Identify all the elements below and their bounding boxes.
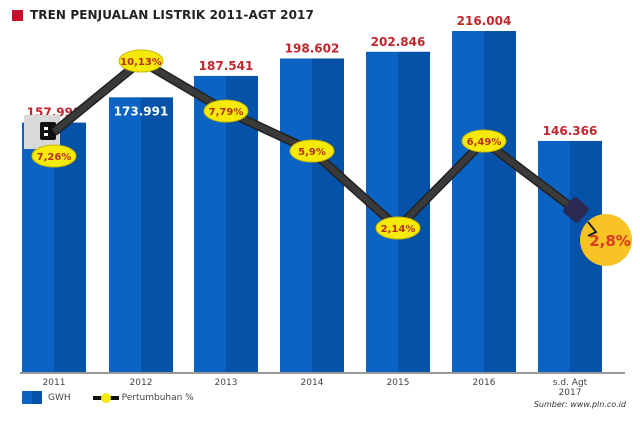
- bar-value-label: 198.602: [285, 41, 340, 55]
- x-tick-label: s.d. Agt: [553, 378, 588, 388]
- source-note: Sumber: www.pln.co.id: [533, 400, 626, 409]
- legend-label-growth: Pertumbuhan %: [121, 392, 194, 403]
- x-tick-label: 2015: [387, 378, 410, 388]
- svg-text:7,79%: 7,79%: [209, 107, 244, 118]
- legend-label-gwh: GWH: [48, 392, 71, 403]
- line-swatch-icon: [92, 392, 119, 404]
- svg-text:5,9%: 5,9%: [298, 147, 326, 158]
- growth-badge: 7,26%: [31, 144, 77, 168]
- bar-2016: 216.004: [452, 14, 516, 372]
- bar-value-label: 187.541: [199, 59, 254, 73]
- legend-item-growth: Pertumbuhan %: [92, 392, 194, 404]
- legend: GWH Pertumbuhan %: [22, 391, 216, 404]
- growth-badge: 7,79%: [203, 99, 249, 123]
- x-tick-label: 2017: [559, 388, 582, 398]
- growth-badge: 2,14%: [375, 216, 421, 240]
- svg-text:7,26%: 7,26%: [37, 152, 72, 163]
- bar-value-label: 173.991: [114, 104, 169, 118]
- chart-title-group: TREN PENJUALAN LISTRIK 2011-AGT 2017: [12, 8, 314, 22]
- bar-value-label: 146.366: [543, 124, 598, 138]
- bar-value-label: 216.004: [457, 14, 512, 28]
- title-marker-icon: [12, 9, 23, 21]
- chart-title: TREN PENJUALAN LISTRIK 2011-AGT 2017: [30, 8, 314, 22]
- x-tick-label: 2014: [301, 378, 324, 388]
- bar-2014: 198.602: [280, 41, 344, 372]
- x-tick-label: 2016: [473, 378, 496, 388]
- svg-text:6,49%: 6,49%: [467, 137, 502, 148]
- growth-badge: 6,49%: [461, 129, 507, 153]
- x-tick-label: 2013: [215, 378, 238, 388]
- growth-badge-2017: 2,8%: [589, 232, 631, 250]
- bar-2012: 173.991: [109, 97, 173, 372]
- lightbulb-icon: [563, 197, 632, 266]
- bar-swatch-icon: [22, 391, 42, 404]
- growth-badge: 5,9%: [289, 139, 335, 163]
- svg-text:2,14%: 2,14%: [381, 224, 416, 235]
- x-tick-label: 2012: [130, 378, 153, 388]
- bar-value-label: 202.846: [371, 35, 426, 49]
- legend-item-gwh: GWH: [22, 391, 71, 404]
- x-tick-label: 2011: [43, 378, 66, 388]
- svg-text:10,13%: 10,13%: [120, 57, 162, 68]
- growth-badge: 10,13%: [118, 49, 164, 73]
